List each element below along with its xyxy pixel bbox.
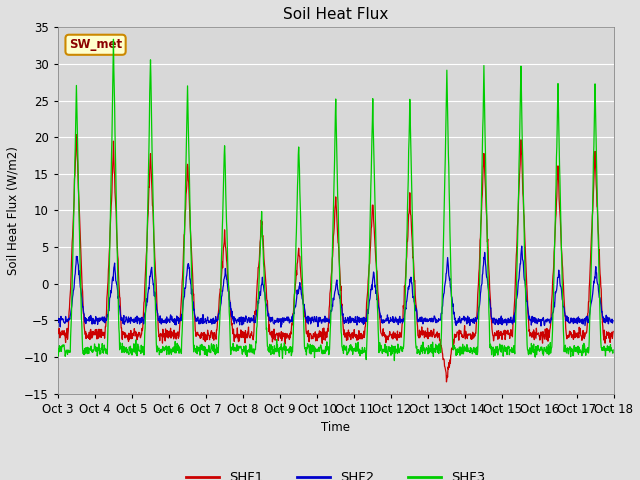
SHF3: [178, 336, 186, 342]
SHF1: [164, 335, 172, 341]
SHF3: [422, 345, 430, 350]
Line: SHF3: SHF3: [58, 39, 613, 360]
SHF1: [178, 290, 186, 296]
SHF2: [239, 321, 247, 327]
SHF2: [495, 317, 502, 323]
X-axis label: Time: Time: [321, 421, 350, 434]
SHF2: [422, 319, 430, 324]
Title: Soil Heat Flux: Soil Heat Flux: [283, 7, 388, 22]
SHF1: [72, 132, 80, 137]
SHF1: [443, 379, 451, 385]
SHF2: [164, 317, 172, 323]
Line: SHF2: SHF2: [58, 246, 613, 327]
SHF3: [544, 347, 552, 352]
SHF2: [54, 317, 61, 323]
Y-axis label: Soil Heat Flux (W/m2): Soil Heat Flux (W/m2): [7, 146, 20, 275]
SHF2: [518, 243, 525, 249]
SHF1: [495, 336, 503, 341]
SHF1: [240, 335, 248, 340]
SHF1: [544, 338, 552, 344]
SHF3: [609, 347, 617, 353]
SHF3: [164, 344, 172, 349]
SHF3: [240, 343, 248, 349]
SHF1: [54, 327, 61, 333]
SHF1: [609, 329, 617, 335]
Legend: SHF1, SHF2, SHF3: SHF1, SHF2, SHF3: [180, 466, 491, 480]
SHF2: [277, 324, 285, 330]
Line: SHF1: SHF1: [58, 134, 613, 382]
SHF1: [422, 331, 430, 336]
SHF2: [544, 318, 552, 324]
SHF3: [54, 349, 61, 355]
SHF2: [177, 313, 185, 319]
Text: SW_met: SW_met: [69, 38, 122, 51]
SHF3: [109, 36, 117, 42]
SHF3: [495, 346, 503, 352]
SHF2: [609, 318, 617, 324]
SHF3: [390, 358, 398, 363]
